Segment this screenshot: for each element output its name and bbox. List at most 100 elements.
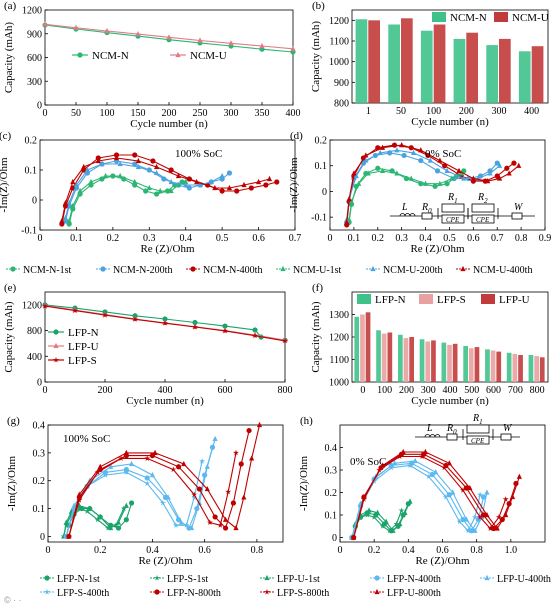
panel-d-panel-label: (d) [290,130,303,142]
bar-ncm-u [531,46,544,103]
data-point-ncm-u-400th [113,154,120,161]
circuit-cpe [466,435,490,445]
data-point-ncm-u-400th [418,147,424,153]
data-point-lfp-s [222,327,228,334]
series-line-ncm-n-400th [61,154,277,225]
legend-ncm-eis-marker-ncm-u-400th [460,265,466,272]
data-point-lfp-s-400th [84,483,91,489]
panel-c-ytick-label: 0.1 [25,166,38,177]
panel-f-category-label: 400 [443,385,458,396]
panel-h-ytick-label: 0.2 [325,488,338,499]
data-point-ncm-u [228,40,234,46]
panel-d-frame [329,139,546,231]
data-point-ncm-u-400th [135,157,141,164]
series-line-ncm-u-1st [68,175,186,222]
panel-d-ytick-label: 0.1 [315,161,328,172]
panel-f-ytick-label: 1000 [329,378,349,389]
legend-marker-lfp-s [53,356,59,363]
circuit-label-cpe: CPE [471,437,485,445]
panel-h-equivalent-circuit [415,424,520,445]
panel-f-x-axis-label: Cycle number (n) [411,395,489,407]
panel-b-category-label: 1 [366,106,371,117]
panel-f-category-label: 700 [508,385,523,396]
data-point-lfp-u-400th [165,494,171,500]
data-point-lfp-s-800th [225,488,232,495]
circuit-label-r0: R0 [446,423,457,436]
data-point-lfp-s-1st [76,505,83,512]
panel-b-category-label: 300 [492,106,507,117]
bar-lfp-n [376,330,381,383]
data-point-ncm-u-200th [183,181,189,188]
circuit-label-cpe: CPE [446,216,460,224]
data-point-lfp-s-1st [379,523,386,529]
data-point-lfp-u-1st [123,502,129,508]
data-point-ncm-u-400th [506,170,512,176]
data-point-ncm-u-400th [485,178,491,184]
panel-e-xtick-label: 200 [98,385,113,396]
data-point-lfp-s-800th [487,525,494,531]
data-point-ncm-u-1st [394,170,400,176]
panel-b-ytick-label: 800 [334,99,349,110]
circuit-label-r0: R0 [421,202,432,215]
data-point-lfp-s-400th [199,458,205,464]
bar-ncm-n [453,38,466,103]
data-point-lfp-s-800th [376,466,383,473]
legend-lfp-eis-label-lfp-u-1st: LFP-U-1st [277,574,320,585]
data-point-ncm-u-200th [153,169,160,176]
data-point-lfp-s-400th [159,499,166,506]
bar-lfp-n [506,352,512,383]
data-point-ncm-n-200th [494,160,500,166]
data-point-lfp-u-800th [446,460,452,466]
panel-c-ytick-label: -0.1 [21,226,37,237]
legend-ncm-eis-label-ncm-n-400th: NCM-N-400th [203,265,262,276]
data-point-lfp-n [192,319,198,326]
data-point-lfp-u-400th [484,489,490,495]
legend-swatch-lfp-n [357,294,371,304]
data-point-ncm-u-200th [497,162,503,168]
data-point-ncm-n-200th [434,168,441,174]
data-point-ncm-u-400th [153,163,160,170]
data-point-lfp-u-800th [516,473,522,479]
data-point-lfp-u-800th [484,511,490,518]
data-point-ncm-u-1st [77,187,83,194]
legend-swatch-lfp-u [481,294,495,304]
panel-f-category-label: 800 [530,385,545,396]
panel-b-frame [351,9,549,104]
panel-a-xtick-label: 0 [43,108,48,119]
data-point-ncm-u-200th [377,149,383,155]
data-point-lfp-u-400th [450,489,456,495]
panel-h-xtick-label: 0.6 [436,545,449,556]
data-point-ncm-u-200th [487,170,493,176]
data-point-lfp-u-800th [467,484,473,491]
panel-f-category-label: 300 [421,385,436,396]
data-point-ncm-u [73,24,79,30]
bar-ncm-n [420,30,433,104]
data-point-lfp-u-400th [412,457,418,464]
bar-lfp-s [425,341,431,382]
data-point-ncm-u-400th [81,163,87,170]
data-point-lfp-s-400th [407,462,413,468]
circuit-resistor [466,424,490,434]
data-point-ncm-n-400th [150,158,156,164]
panel-f-ytick-label: 1100 [329,355,349,366]
data-point-lfp-u-800th [422,448,429,455]
data-point-ncm-u-400th [351,170,357,176]
panel-h-panel-label: (h) [300,415,313,427]
data-point-lfp-u-800th [256,421,263,428]
data-point-lfp-s-800th [419,453,425,459]
data-point-lfp-u-800th [222,516,229,522]
data-point-lfp-n [162,316,168,322]
series-line-lfp-n [44,304,286,341]
data-point-ncm-u [259,42,265,49]
panel-f-category-label: 200 [399,385,414,396]
bar-lfp-n [463,346,468,382]
bar-lfp-s [447,344,452,382]
circuit-inductor [434,434,441,438]
bar-ncm-n [355,19,368,103]
panel-h-y-axis-label: -Im(Z)/Ohm [298,456,310,511]
bar-lfp-n [398,334,403,383]
data-point-ncm-u-400th [95,157,101,164]
data-point-ncm-u-1st [437,180,443,186]
panel-d-xtick-label: 0.8 [515,233,528,244]
data-point-lfp-s-800th [460,487,466,493]
